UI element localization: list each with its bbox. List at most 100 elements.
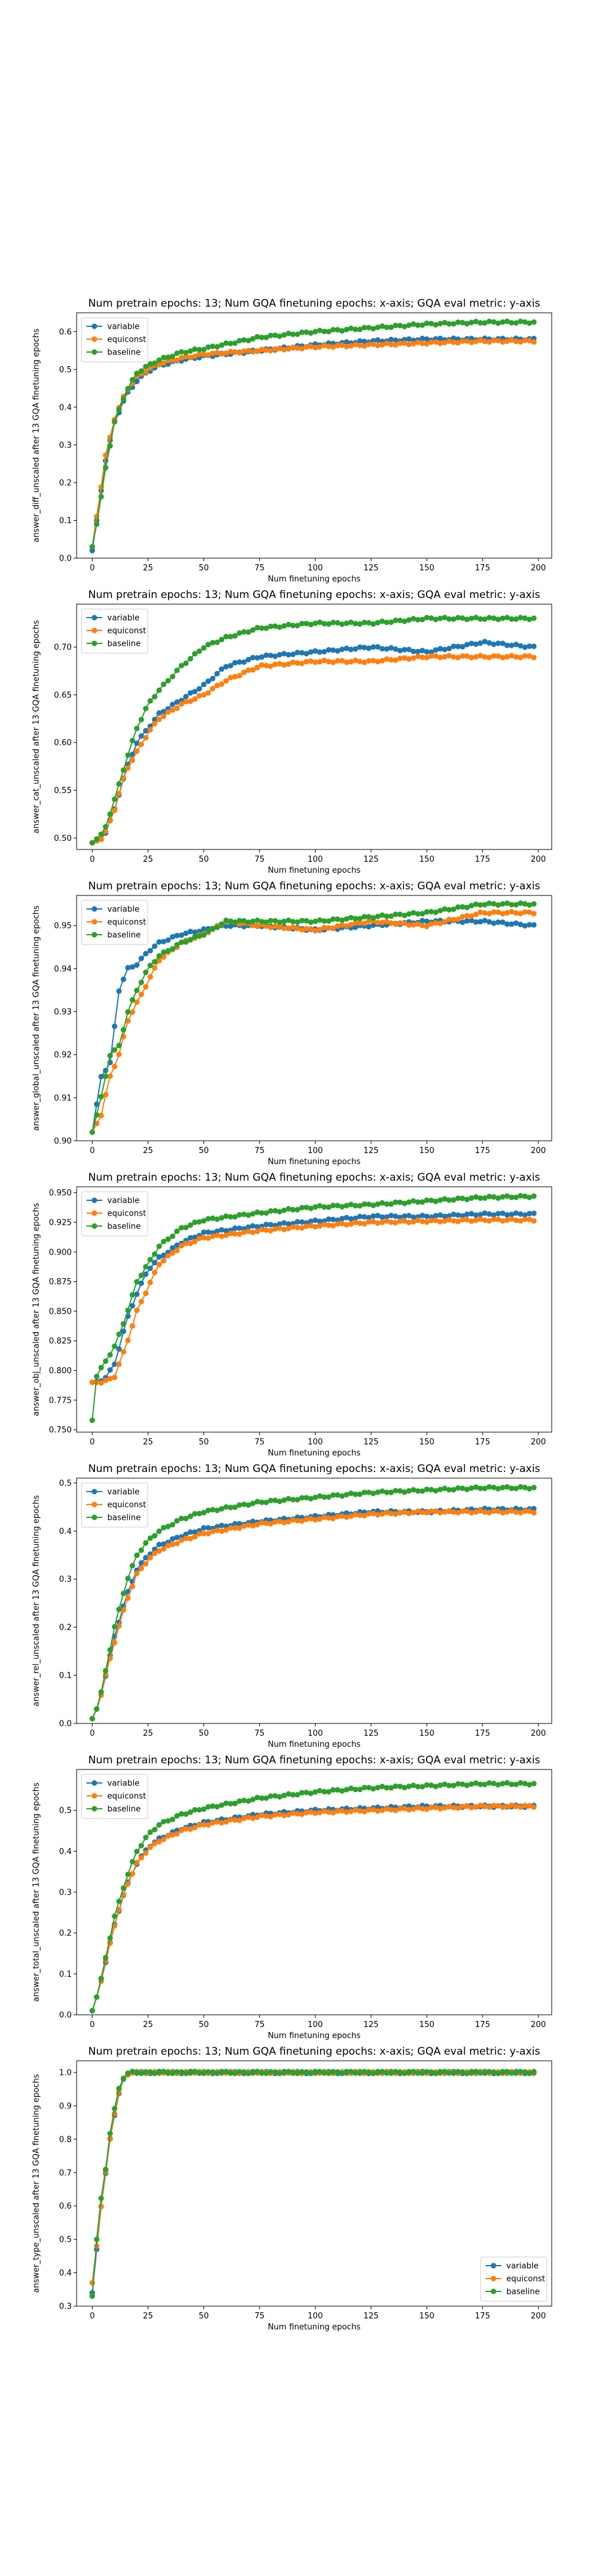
data-point <box>433 653 439 659</box>
data-point <box>339 1807 345 1814</box>
data-point <box>290 1224 296 1230</box>
data-point <box>317 619 323 626</box>
data-point <box>433 647 439 653</box>
data-point <box>473 2069 479 2074</box>
data-point <box>397 1509 403 1516</box>
x-tick-label: 50 <box>199 855 209 864</box>
data-point <box>361 1809 367 1815</box>
data-point <box>286 652 292 657</box>
data-point <box>460 1195 465 1202</box>
data-point <box>272 1793 278 1799</box>
data-point <box>357 1808 363 1814</box>
legend-entry-baseline: baseline <box>506 2288 539 2297</box>
data-point <box>139 1298 144 1305</box>
data-point <box>370 621 376 627</box>
data-point <box>428 339 434 345</box>
data-point <box>335 2069 341 2075</box>
data-point <box>139 368 144 374</box>
legend-entry-variable: variable <box>107 1488 139 1497</box>
data-point <box>210 1507 216 1512</box>
data-point <box>460 1217 465 1223</box>
data-point <box>509 1485 514 1492</box>
data-point <box>473 1194 479 1200</box>
data-point <box>245 1798 251 1804</box>
x-tick-label: 125 <box>364 564 379 573</box>
data-point <box>460 1485 465 1492</box>
x-tick-label: 0 <box>89 1438 94 1447</box>
data-point <box>473 901 479 907</box>
x-tick-label: 150 <box>419 2312 435 2321</box>
data-point <box>437 1219 443 1225</box>
data-point <box>437 921 443 926</box>
data-point <box>478 1485 484 1492</box>
data-point <box>290 331 296 337</box>
data-point <box>116 1606 122 1612</box>
data-point <box>348 1808 354 1814</box>
x-tick-label: 100 <box>308 564 323 573</box>
data-point <box>348 646 354 653</box>
data-point <box>174 1228 180 1234</box>
data-point <box>517 900 524 907</box>
data-point <box>232 349 238 355</box>
data-point <box>241 348 247 354</box>
legend-swatch-marker <box>91 1806 97 1812</box>
data-point <box>308 926 314 932</box>
data-point <box>143 705 149 711</box>
data-point <box>286 1225 292 1232</box>
data-point <box>156 710 162 716</box>
data-point <box>392 1783 398 1789</box>
data-point <box>366 619 372 626</box>
data-point <box>460 2069 465 2075</box>
data-point <box>223 1228 229 1234</box>
data-point <box>147 1265 153 1271</box>
data-point <box>312 1512 318 1519</box>
data-point <box>517 615 524 621</box>
data-point <box>375 1489 381 1495</box>
data-point <box>504 642 510 648</box>
data-point <box>361 1785 367 1790</box>
data-point <box>254 664 261 670</box>
data-point <box>441 1781 447 1787</box>
data-point <box>473 1484 479 1490</box>
data-point <box>254 1209 261 1215</box>
data-point <box>317 1809 323 1815</box>
data-point <box>156 357 162 363</box>
data-point <box>343 339 349 345</box>
data-point <box>183 939 189 945</box>
data-point <box>196 692 202 699</box>
data-point <box>437 1197 443 1203</box>
data-point <box>464 642 470 648</box>
data-point <box>388 324 394 331</box>
data-point <box>245 1814 251 1820</box>
data-point <box>227 634 234 640</box>
data-point <box>509 1194 514 1200</box>
data-point <box>290 1517 296 1523</box>
data-point <box>143 1850 149 1856</box>
data-point <box>249 627 256 633</box>
data-point <box>482 1803 488 1809</box>
data-point <box>94 1101 100 1107</box>
data-point <box>335 1514 341 1520</box>
data-point <box>415 1508 421 1514</box>
data-point <box>143 735 149 741</box>
data-point <box>317 1218 323 1224</box>
data-point <box>428 653 434 659</box>
x-tick-label: 100 <box>308 1438 323 1447</box>
data-point <box>268 1793 273 1799</box>
x-tick-label: 25 <box>143 2312 153 2321</box>
data-point <box>249 1815 256 1821</box>
data-point <box>522 1212 528 1218</box>
data-point <box>214 1508 220 1514</box>
data-point <box>527 320 533 326</box>
data-point <box>245 629 251 635</box>
data-point <box>161 713 167 719</box>
series-line-baseline <box>91 1782 535 2011</box>
data-point <box>357 621 363 627</box>
data-point <box>170 1832 175 1838</box>
data-point <box>531 339 537 345</box>
data-point <box>352 326 359 332</box>
y-tick-label: 0.6 <box>59 328 72 337</box>
data-point <box>227 1230 234 1236</box>
